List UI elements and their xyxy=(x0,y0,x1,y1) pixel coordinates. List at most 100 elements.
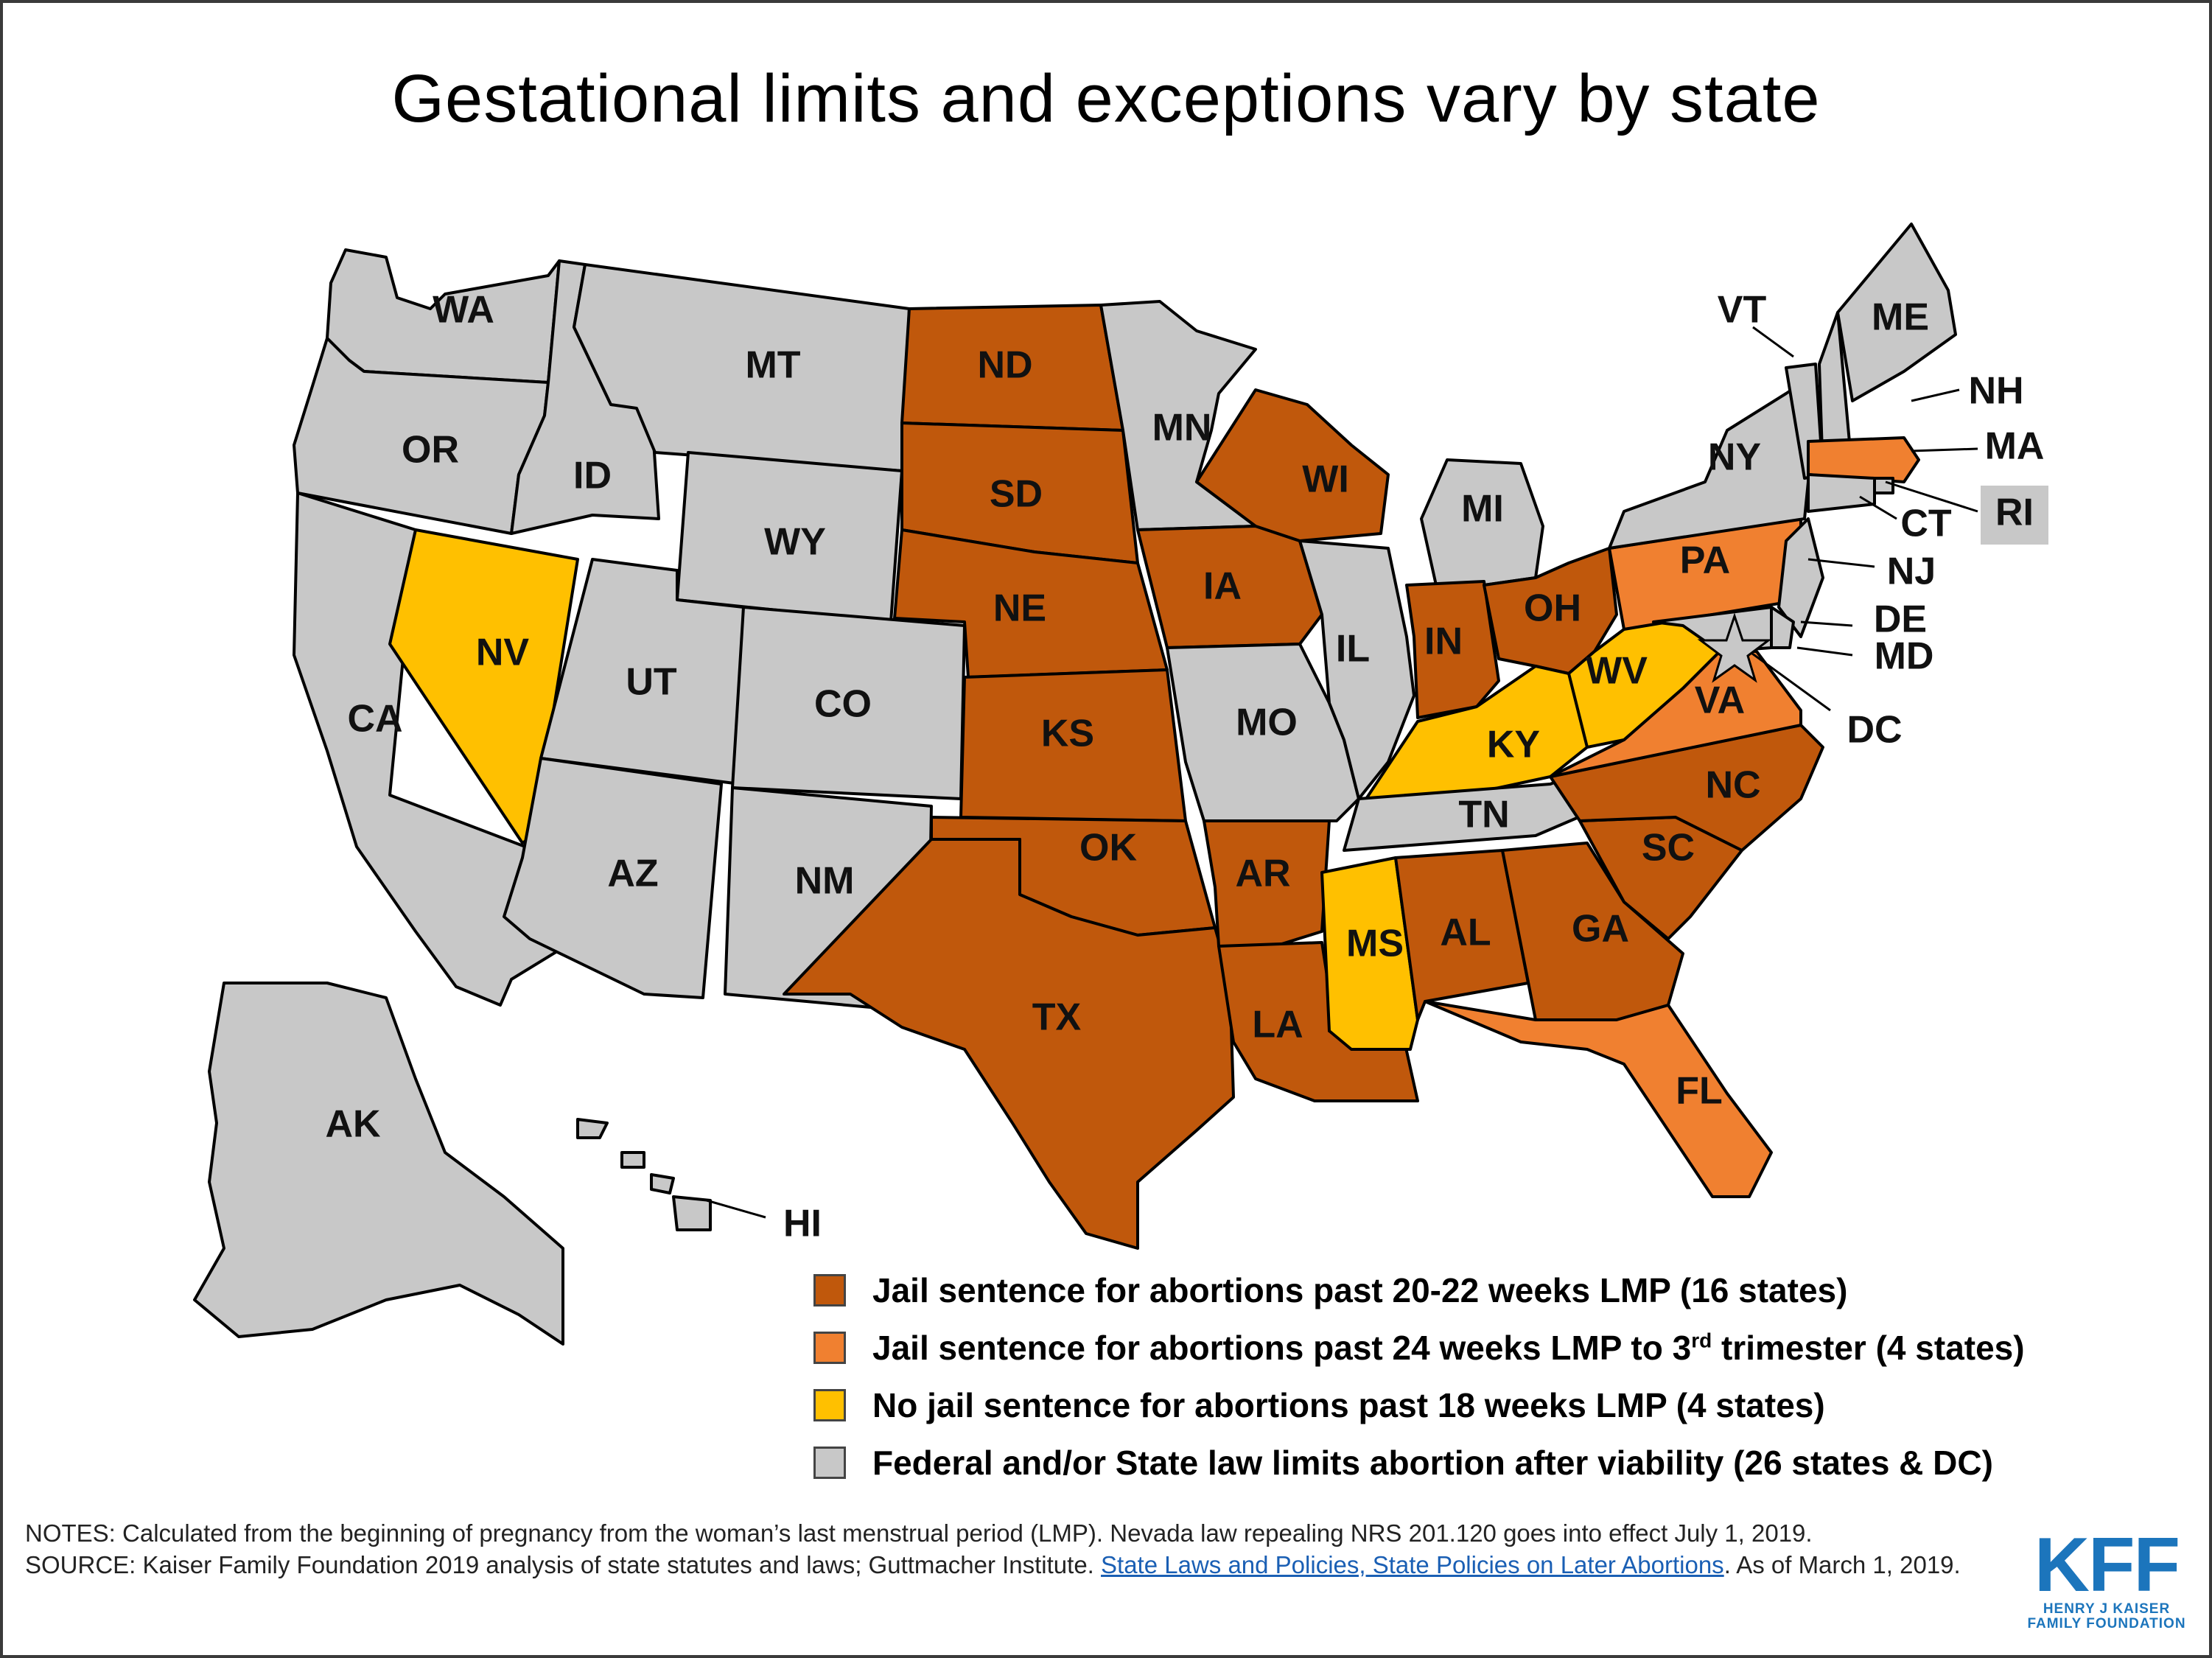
state-label-tn: TN xyxy=(1458,794,1509,836)
legend-swatch-jail-24 xyxy=(813,1332,846,1364)
legend-swatch-no-jail-18 xyxy=(813,1389,846,1421)
leader-line-nh xyxy=(1911,388,1960,402)
leader-line-ct xyxy=(1859,495,1897,520)
ri-label-box xyxy=(1981,486,2048,545)
state-ak xyxy=(193,982,564,1346)
state-label-sd: SD xyxy=(990,473,1043,516)
leader-line-vt xyxy=(1752,326,1794,358)
state-mn xyxy=(1099,300,1257,531)
state-label-nv: NV xyxy=(476,632,530,674)
legend-label: Federal and/or State law limits abortion… xyxy=(872,1444,1993,1482)
state-ma xyxy=(1807,436,1920,483)
logo-subtitle: HENRY J KAISER FAMILY FOUNDATION xyxy=(2027,1601,2186,1631)
us-state-map: WA OR CA ID NV MT WY UT AZ CO NM ND SD NE KS OK TX MN IA MO… xyxy=(193,223,2048,1346)
state-label-me: ME xyxy=(1872,296,1929,339)
legend: Jail sentence for abortions past 20-22 w… xyxy=(813,1262,2199,1491)
state-label-hi: HI xyxy=(783,1203,822,1245)
legend-label: No jail sentence for abortions past 18 w… xyxy=(872,1386,1825,1424)
state-label-md: MD xyxy=(1875,635,1934,678)
state-label-nh: NH xyxy=(1968,370,2023,413)
state-fl xyxy=(1424,1000,1773,1198)
state-label-ms: MS xyxy=(1346,923,1404,965)
state-label-wi: WI xyxy=(1302,458,1349,501)
state-label-va: VA xyxy=(1695,679,1745,722)
state-label-ri: RI xyxy=(1995,492,2034,534)
state-label-ut: UT xyxy=(626,661,677,704)
state-il xyxy=(1298,539,1415,800)
state-label-vt: VT xyxy=(1718,289,1767,332)
legend-item-no-jail-18: No jail sentence for abortions past 18 w… xyxy=(813,1377,2199,1434)
state-label-de: DE xyxy=(1874,598,1927,641)
state-nc xyxy=(1549,724,1824,852)
state-label-az: AZ xyxy=(607,853,658,895)
legend-item-viability: Federal and/or State law limits abortion… xyxy=(813,1434,2199,1491)
state-ca xyxy=(293,492,579,1007)
state-label-nc: NC xyxy=(1705,764,1760,807)
state-me xyxy=(1836,223,1957,402)
state-wi xyxy=(1195,388,1390,542)
state-label-sc: SC xyxy=(1642,827,1695,870)
state-ct xyxy=(1807,473,1876,513)
state-label-dc: DC xyxy=(1847,709,1902,752)
state-label-mi: MI xyxy=(1461,488,1504,531)
state-ri xyxy=(1873,477,1894,494)
state-label-ct: CT xyxy=(1900,503,1952,545)
leader-line-hi xyxy=(706,1199,766,1219)
leader-line-ma xyxy=(1911,447,1978,452)
state-label-il: IL xyxy=(1336,628,1370,671)
state-label-tx: TX xyxy=(1032,996,1082,1039)
state-label-ks: KS xyxy=(1041,713,1094,755)
state-label-wa: WA xyxy=(433,289,494,332)
leader-line-de xyxy=(1800,620,1853,627)
legend-swatch-viability xyxy=(813,1447,846,1479)
kff-logo: KFF HENRY J KAISER FAMILY FOUNDATION xyxy=(2026,1522,2188,1631)
state-label-fl: FL xyxy=(1676,1070,1723,1113)
state-label-ca: CA xyxy=(347,698,402,741)
logo-mark: KFF xyxy=(2034,1522,2180,1608)
state-az xyxy=(503,757,723,999)
page-title: Gestational limits and exceptions vary b… xyxy=(391,61,1821,136)
state-label-co: CO xyxy=(814,683,872,726)
state-label-ga: GA xyxy=(1572,908,1629,951)
state-label-in: IN xyxy=(1424,620,1463,663)
state-label-nd: ND xyxy=(977,344,1032,387)
state-label-al: AL xyxy=(1440,912,1491,954)
notes-line: NOTES: Calculated from the beginning of … xyxy=(25,1519,1813,1547)
state-label-mo: MO xyxy=(1236,702,1298,744)
state-hi xyxy=(576,1118,712,1231)
state-al xyxy=(1394,849,1530,1021)
source-line: SOURCE: Kaiser Family Foundation 2019 an… xyxy=(25,1551,1961,1578)
legend-label: Jail sentence for abortions past 24 week… xyxy=(872,1329,2025,1367)
leader-line-ri xyxy=(1885,480,1978,513)
state-label-mn: MN xyxy=(1152,407,1212,450)
leader-line-nj xyxy=(1807,558,1875,568)
state-label-ny: NY xyxy=(1708,436,1761,479)
state-label-ne: NE xyxy=(993,587,1046,630)
state-label-pa: PA xyxy=(1680,539,1730,582)
state-nj xyxy=(1777,517,1824,638)
state-label-oh: OH xyxy=(1524,587,1581,630)
leader-line-md xyxy=(1796,646,1853,657)
state-label-id: ID xyxy=(573,455,612,497)
notes: NOTES: Calculated from the beginning of … xyxy=(25,1517,2007,1581)
state-label-wy: WY xyxy=(764,521,826,564)
leader-line-dc xyxy=(1749,650,1831,712)
state-label-la: LA xyxy=(1252,1004,1303,1046)
state-label-ak: AK xyxy=(325,1103,381,1146)
state-label-ma: MA xyxy=(1985,425,2045,468)
state-label-ok: OK xyxy=(1079,827,1137,870)
legend-item-jail-24: Jail sentence for abortions past 24 week… xyxy=(813,1319,2199,1377)
dc-star-icon xyxy=(1697,612,1772,683)
legend-swatch-jail-20-22 xyxy=(813,1274,846,1307)
state-label-nm: NM xyxy=(795,860,855,903)
state-label-ar: AR xyxy=(1235,853,1290,895)
state-oh xyxy=(1483,547,1618,675)
state-tx xyxy=(783,838,1235,1250)
legend-item-jail-20-22: Jail sentence for abortions past 20-22 w… xyxy=(813,1262,2199,1319)
state-label-nj: NJ xyxy=(1887,550,1936,593)
state-label-ia: IA xyxy=(1203,565,1242,608)
source-link[interactable]: State Laws and Policies, State Policies … xyxy=(1101,1551,1724,1578)
legend-label: Jail sentence for abortions past 20-22 w… xyxy=(872,1271,1848,1309)
state-label-or: OR xyxy=(402,429,459,472)
